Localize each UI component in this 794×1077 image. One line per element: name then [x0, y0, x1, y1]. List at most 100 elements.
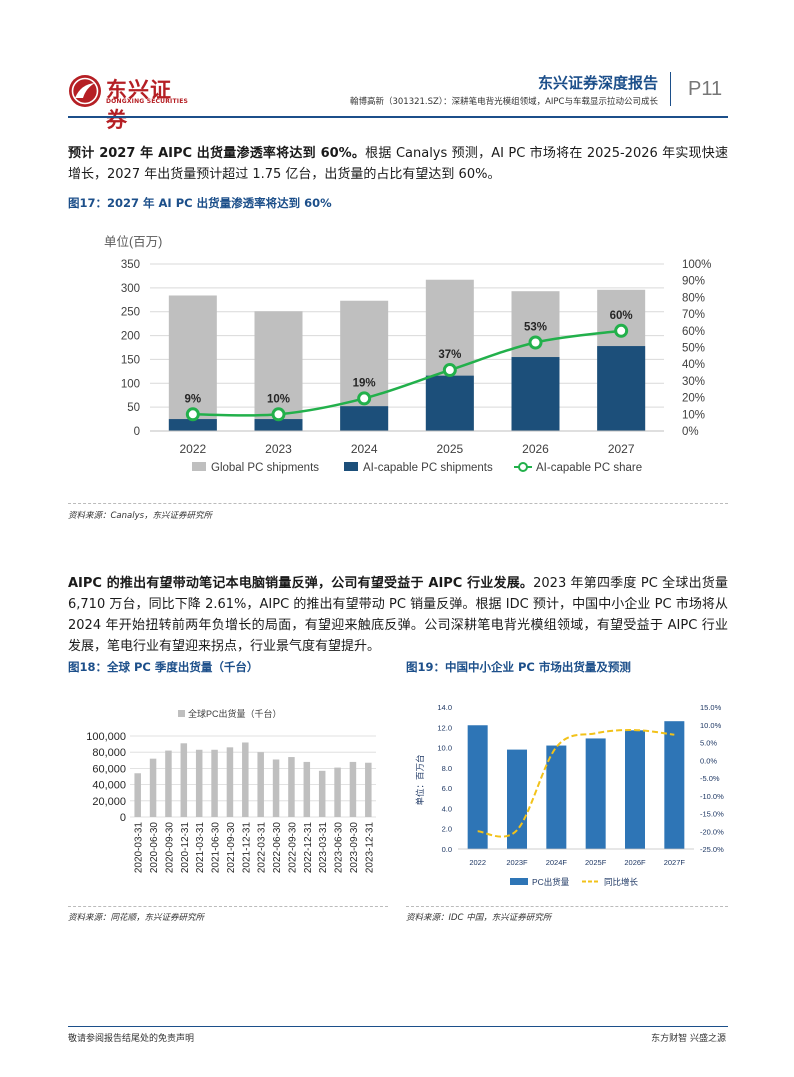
paragraph-2: AIPC 的推出有望带动笔记本电脑销量反弹，公司有望受益于 AIPC 行业发展。… [68, 573, 728, 657]
fig19-bar [625, 730, 645, 849]
fig18-y-tick-label: 100,000 [86, 731, 126, 743]
fig18-x-tick-label: 2021-09-30 [226, 822, 237, 874]
fig17-share-point [185, 407, 200, 422]
fig18-bar [272, 759, 280, 817]
fig17-bar-ai [511, 357, 560, 431]
fig17-y-tick-label: 50 [127, 402, 140, 414]
fig18-bar [242, 742, 249, 817]
fig18-bar [165, 750, 172, 817]
paragraph-1: 预计 2027 年 AIPC 出货量渗透率将达到 60%。根据 Canalys … [68, 143, 728, 185]
fig19-y2-tick-label: -25.0% [700, 845, 724, 854]
fig17-y-axis-title: 单位(百万) [104, 234, 162, 249]
logo-text-en: DONGXING SECURITIES [106, 98, 189, 105]
fig17-x-tick-label: 2023 [265, 442, 292, 456]
fig17-x-tick-label: 2022 [179, 442, 206, 456]
fig17-y2-tick-label: 20% [682, 393, 705, 405]
fig17-data-label: 53% [524, 321, 547, 333]
fig18-x-tick-label: 2020-12-31 [180, 822, 191, 874]
fig17-x-tick-label: 2024 [351, 442, 378, 456]
fig17-y-tick-label: 200 [121, 331, 140, 343]
fig18-x-tick-label: 2021-03-31 [195, 822, 206, 874]
paragraph-2-body: 2023 年第四季度 PC 全球出货量 6,710 万台，同比下降 2.61%，… [68, 576, 728, 654]
fig19-x-tick-label: 2023F [506, 858, 528, 867]
fig18-x-tick-label: 2022-03-31 [257, 822, 268, 874]
fig19-growth-line [477, 729, 675, 838]
logo-emblem-icon [69, 75, 101, 107]
fig17-data-label: 19% [353, 377, 376, 389]
fig17-legend-global: Global PC shipments [211, 462, 319, 474]
fig18-source: 资料来源：同花顺，东兴证券研究所 [68, 913, 205, 923]
fig19-y2-tick-label: -20.0% [700, 827, 724, 836]
fig17-y2-tick-label: 90% [682, 276, 705, 288]
fig18-x-tick-label: 2020-06-30 [149, 822, 160, 874]
fig17-y-tick-label: 100 [121, 378, 140, 390]
fig19-y-tick-label: 0.0 [442, 845, 452, 854]
fig17-bar-ai [597, 346, 646, 431]
fig18-y-tick-label: 80,000 [92, 747, 126, 759]
fig19-y2-tick-label: 0.0% [700, 756, 717, 765]
fig17-bar-ai [340, 406, 389, 431]
footer-rule [68, 1026, 728, 1027]
fig19-y2-tick-label: 5.0% [700, 739, 717, 748]
fig17-share-line [192, 329, 622, 417]
footer-slogan: 东方财智 兴盛之源 [651, 1034, 726, 1044]
fig17-bar-ai [168, 419, 217, 431]
fig18-bar [334, 767, 341, 817]
fig17-y2-tick-label: 10% [682, 409, 705, 421]
fig18-bar [257, 752, 264, 817]
fig17-share-point [271, 407, 286, 422]
fig17-y-tick-label: 300 [121, 283, 140, 295]
fig18-x-tick-label: 2020-03-31 [134, 822, 145, 874]
fig17-y2-tick-label: 70% [682, 309, 705, 321]
fig19-y2-tick-label: -5.0% [700, 774, 720, 783]
fig19-y-tick-label: 6.0 [442, 784, 452, 793]
fig17-data-label: 60% [610, 310, 633, 322]
fig18-bar [180, 743, 188, 817]
fig19-x-tick-label: 2026F [624, 858, 646, 867]
fig19-bar [664, 721, 685, 849]
fig18-bar [195, 749, 203, 817]
fig19-y-tick-label: 12.0 [437, 723, 452, 732]
fig18-x-tick-label: 2020-09-30 [164, 822, 175, 874]
company-logo: 东兴证券 DONGXING SECURITIES [68, 74, 189, 132]
fig17-source: 资料来源：Canalys，东兴证券研究所 [68, 511, 213, 521]
fig19-y2-tick-label: -10.0% [700, 792, 724, 801]
fig19-y-tick-label: 2.0 [442, 825, 452, 834]
fig19-bar [546, 745, 567, 849]
fig17-legend-ai: AI-capable PC shipments [363, 462, 493, 474]
fig17-share-point [614, 323, 629, 338]
fig19-x-tick-label: 2024F [546, 858, 568, 867]
fig18-y-tick-label: 40,000 [92, 780, 126, 792]
fig19-y-tick-label: 10.0 [437, 744, 452, 753]
fig18-bar [211, 749, 218, 817]
fig18-x-tick-label: 2021-12-31 [241, 822, 252, 874]
fig17-y2-tick-label: 60% [682, 326, 705, 338]
fig17-y-tick-label: 150 [121, 354, 140, 366]
fig19-legend-line: 同比增长 [604, 877, 639, 887]
fig17-y2-tick-label: 100% [682, 259, 711, 271]
fig17-y2-tick-label: 40% [682, 359, 705, 371]
report-type: 东兴证券深度报告 [537, 74, 658, 92]
fig17-share-point [442, 363, 457, 378]
fig17-y2-tick-label: 30% [682, 376, 705, 388]
fig18-bar [226, 747, 234, 817]
fig18-title: 图18：全球 PC 季度出货量（千台） [68, 660, 259, 674]
fig18-y-tick-label: 20,000 [92, 796, 126, 808]
fig18-bar [149, 758, 157, 817]
fig19-source: 资料来源：IDC 中国，东兴证券研究所 [406, 913, 552, 923]
fig19-y2-tick-label: -15.0% [700, 810, 724, 819]
fig18-x-tick-label: 2022-09-30 [287, 822, 298, 874]
fig17-source-rule [68, 503, 728, 504]
fig17-legend-swatch-ai [344, 462, 358, 471]
fig17-y2-tick-label: 50% [682, 343, 705, 355]
fig18-legend: 全球PC出货量（千台） [188, 708, 282, 719]
fig18-chart: 全球PC出货量（千台） 0 20,000 40,000 60,000 80,000 100,… [86, 708, 376, 874]
fig18-x-tick-label: 2023-06-30 [334, 822, 345, 874]
report-subtitle: 翰博高新（301321.SZ）：深耕笔电背光模组领域，AIPC与车载显示拉动公司… [349, 97, 658, 107]
fig18-bar [134, 773, 141, 817]
fig19-y-tick-label: 8.0 [442, 764, 452, 773]
fig19-y2-tick-label: 10.0% [700, 721, 722, 730]
fig19-x-tick-label: 2027F [664, 858, 686, 867]
fig17-share-point [528, 335, 543, 350]
fig17-share-point [357, 391, 372, 406]
